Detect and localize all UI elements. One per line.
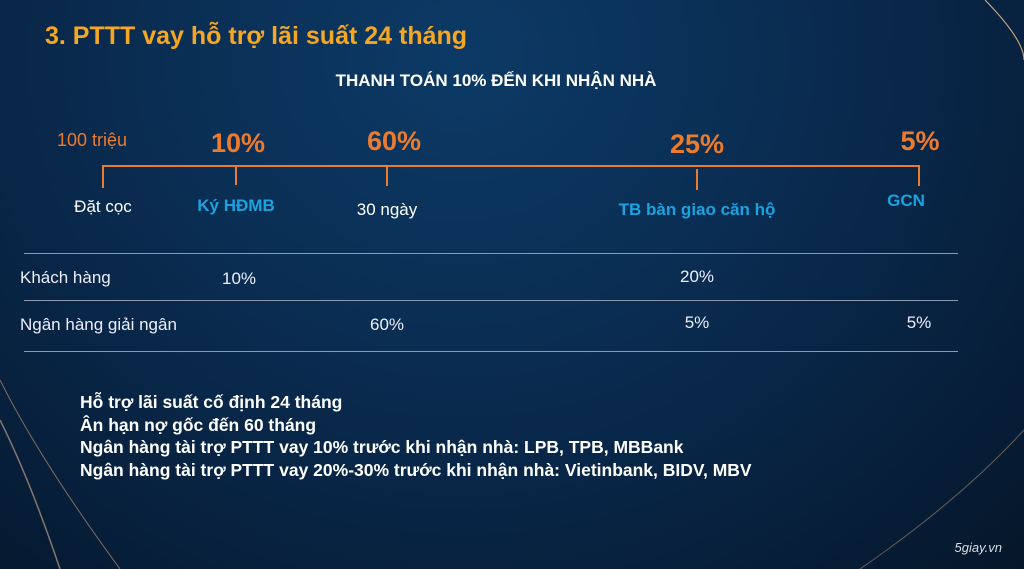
- timeline-tick: [918, 165, 920, 186]
- note-item: Ngân hàng tài trợ PTTT vay 20%-30% trước…: [80, 459, 752, 480]
- table-cell: 20%: [679, 267, 715, 286]
- timeline-tick: [696, 169, 698, 190]
- watermark: 5giay.vn: [954, 540, 1002, 555]
- note-item: Hỗ trợ lãi suất cố định 24 tháng: [80, 392, 343, 412]
- table-cell: 5%: [684, 313, 710, 332]
- milestone-percent: 10%: [210, 128, 266, 158]
- table-cell: 5%: [906, 313, 932, 332]
- row-label: Khách hàng: [20, 268, 111, 287]
- timeline-axis: [103, 165, 920, 167]
- milestone-label: GCN: [887, 191, 925, 210]
- milestone-label: Đặt cọc: [74, 197, 132, 216]
- table-divider: [24, 253, 958, 254]
- table-cell: 60%: [369, 315, 405, 334]
- note-item: Ân hạn nợ gốc đến 60 tháng: [80, 414, 317, 435]
- milestone-percent: 5%: [900, 126, 940, 156]
- timeline-tick: [386, 165, 388, 186]
- row-label: Ngân hàng giải ngân: [20, 315, 177, 334]
- table-divider: [24, 300, 958, 301]
- timeline-tick: [102, 165, 104, 188]
- slide-subtitle: THANH TOÁN 10% ĐẾN KHI NHẬN NHÀ: [335, 71, 657, 90]
- milestone-percent: 60%: [366, 126, 422, 156]
- slide-title: 3. PTTT vay hỗ trợ lãi suất 24 tháng: [45, 22, 468, 50]
- milestone-label: TB bàn giao căn hộ: [618, 200, 776, 219]
- note-item: Ngân hàng tài trợ PTTT vay 10% trước khi…: [80, 437, 684, 457]
- table-divider: [24, 351, 958, 352]
- milestone-label: Ký HĐMB: [197, 196, 275, 215]
- deposit-amount: 100 triệu: [57, 130, 128, 150]
- milestone-percent: 25%: [669, 129, 725, 159]
- timeline-tick: [235, 165, 237, 185]
- notes-list: Hỗ trợ lãi suất cố định 24 tháng Ân hạn …: [80, 391, 752, 481]
- milestone-label: 30 ngày: [356, 200, 418, 219]
- table-cell: 10%: [221, 269, 257, 288]
